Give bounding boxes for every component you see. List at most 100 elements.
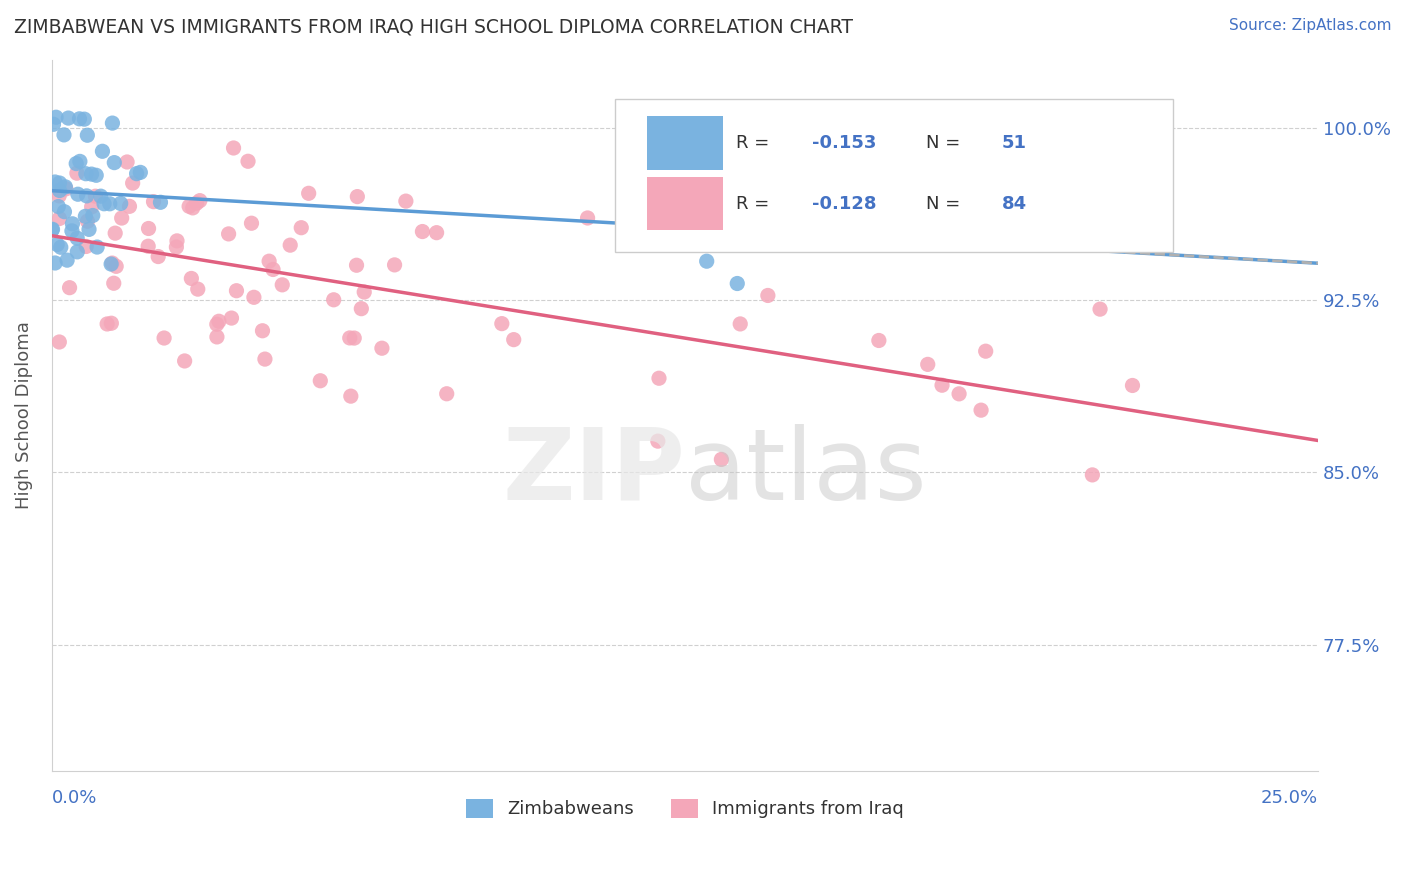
Point [262, 262, 284, 277]
Point [623, 231, 645, 245]
Point [77, 222, 100, 236]
Point [129, 165, 152, 179]
Point [180, 271, 202, 285]
Point [257, 254, 280, 268]
Point [222, 141, 245, 155]
Point [179, 199, 201, 213]
Point [384, 258, 406, 272]
Point [166, 234, 188, 248]
Point [76, 189, 98, 203]
Point [1121, 378, 1143, 392]
Text: ZIMBABWEAN VS IMMIGRANTS FROM IRAQ HIGH SCHOOL DIPLOMA CORRELATION CHART: ZIMBABWEAN VS IMMIGRANTS FROM IRAQ HIGH … [14, 18, 853, 37]
Text: 51: 51 [1001, 134, 1026, 152]
Point [974, 344, 997, 359]
Point [101, 116, 124, 130]
Point [60, 224, 83, 238]
Point [91, 145, 114, 159]
Point [950, 235, 973, 249]
Point [48, 189, 70, 203]
Point [931, 378, 953, 392]
Legend: Zimbabweans, Immigrants from Iraq: Zimbabweans, Immigrants from Iraq [458, 792, 911, 826]
Point [891, 213, 914, 227]
Point [110, 196, 132, 211]
Point [252, 324, 274, 338]
Point [948, 387, 970, 401]
Point [1088, 302, 1111, 317]
Point [243, 290, 266, 304]
Point [186, 196, 208, 211]
Point [395, 194, 418, 208]
Point [56, 253, 79, 268]
Point [181, 201, 204, 215]
Point [98, 196, 121, 211]
Point [309, 374, 332, 388]
Point [576, 211, 599, 225]
Text: Source: ZipAtlas.com: Source: ZipAtlas.com [1229, 18, 1392, 33]
Point [682, 153, 704, 168]
Point [149, 195, 172, 210]
Point [756, 288, 779, 302]
Point [271, 277, 294, 292]
Point [121, 176, 143, 190]
Point [69, 154, 91, 169]
Text: 0.0%: 0.0% [52, 789, 97, 807]
Point [100, 316, 122, 330]
Point [84, 189, 107, 203]
Point [66, 231, 89, 245]
Point [165, 240, 187, 254]
Point [58, 111, 80, 125]
Point [100, 257, 122, 271]
Point [96, 317, 118, 331]
Point [173, 354, 195, 368]
Point [104, 226, 127, 240]
Point [426, 226, 449, 240]
Point [138, 221, 160, 235]
Point [436, 386, 458, 401]
Point [917, 358, 939, 372]
Point [42, 117, 65, 131]
Point [371, 341, 394, 355]
Point [205, 318, 228, 332]
Point [48, 211, 70, 226]
Point [66, 244, 89, 259]
Point [411, 225, 433, 239]
Point [221, 311, 243, 326]
Point [80, 167, 103, 181]
Point [75, 167, 97, 181]
Point [105, 260, 128, 274]
Point [103, 155, 125, 169]
Point [76, 214, 98, 228]
Point [41, 222, 63, 236]
Point [188, 194, 211, 208]
Point [53, 204, 76, 219]
Point [86, 240, 108, 254]
Point [728, 317, 751, 331]
Point [696, 254, 718, 268]
Point [148, 250, 170, 264]
Point [125, 167, 148, 181]
Point [73, 112, 96, 127]
Point [118, 199, 141, 213]
Point [298, 186, 321, 201]
Point [53, 128, 76, 142]
Point [491, 317, 513, 331]
Point [90, 189, 112, 203]
Point [225, 284, 247, 298]
Point [80, 200, 103, 214]
Text: ZIP: ZIP [502, 424, 685, 521]
Point [76, 128, 98, 143]
Text: R =: R = [735, 195, 775, 213]
Point [75, 210, 97, 224]
Text: atlas: atlas [685, 424, 927, 521]
Point [208, 314, 231, 328]
Point [346, 258, 368, 272]
Point [153, 331, 176, 345]
Point [111, 211, 134, 225]
Text: R =: R = [735, 134, 775, 152]
Point [322, 293, 344, 307]
Point [725, 277, 748, 291]
Point [75, 239, 97, 253]
Point [142, 194, 165, 209]
Point [55, 179, 77, 194]
Point [647, 434, 669, 449]
